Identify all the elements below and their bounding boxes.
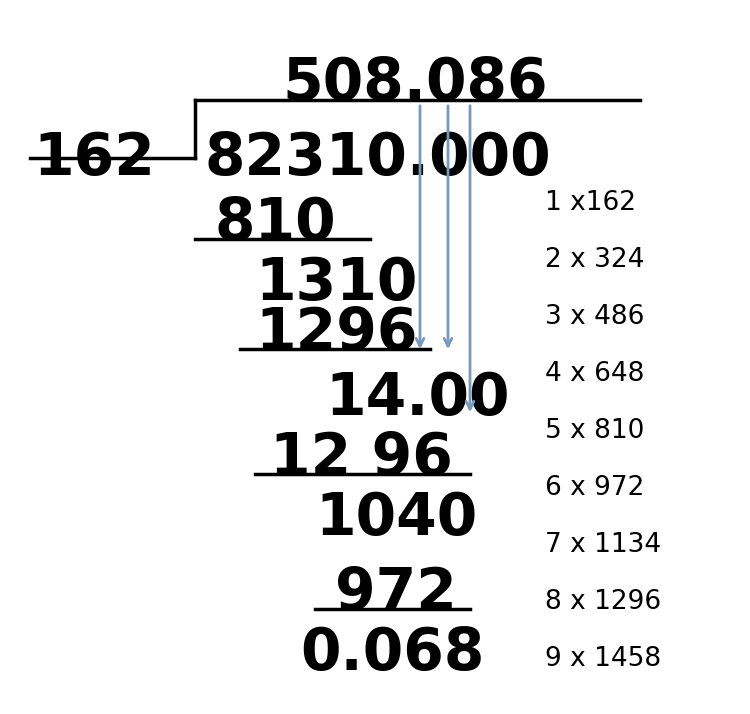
Text: 5 x 810: 5 x 810	[545, 418, 644, 444]
Text: 8 x 1296: 8 x 1296	[545, 589, 662, 615]
Text: 7 x 1134: 7 x 1134	[545, 532, 662, 558]
Text: 6 x 972: 6 x 972	[545, 475, 644, 501]
Text: 0.068: 0.068	[300, 625, 484, 682]
Text: 12 96: 12 96	[270, 430, 453, 487]
Text: 3 x 486: 3 x 486	[545, 304, 644, 330]
Text: 972: 972	[335, 565, 457, 622]
Text: 1296: 1296	[255, 305, 418, 362]
Text: 9 x 1458: 9 x 1458	[545, 646, 662, 672]
Text: 2 x 324: 2 x 324	[545, 247, 644, 273]
Text: 4 x 648: 4 x 648	[545, 361, 644, 387]
Text: 1 x162: 1 x162	[545, 190, 636, 216]
Text: 1040: 1040	[315, 490, 477, 547]
Text: 508.086: 508.086	[282, 55, 548, 112]
Text: 810: 810	[215, 195, 337, 252]
Text: 82310.000: 82310.000	[205, 130, 551, 187]
Text: 1310: 1310	[255, 255, 417, 312]
Text: 162: 162	[33, 130, 155, 187]
Text: 14.00: 14.00	[325, 370, 509, 427]
